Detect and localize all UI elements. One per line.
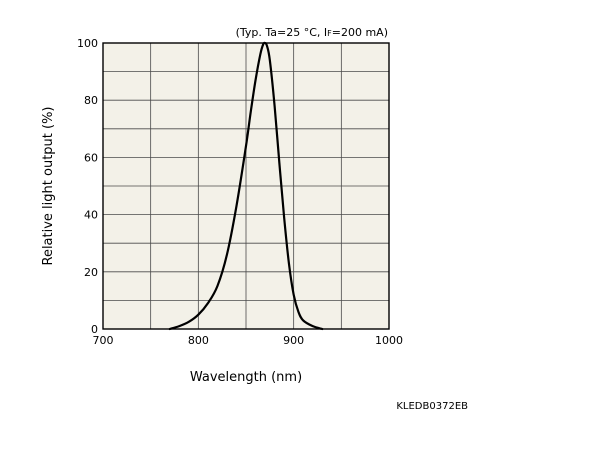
x-tick-label: 900 xyxy=(283,334,304,347)
figure-code: KLEDB0372EB xyxy=(396,401,468,412)
y-tick-label: 40 xyxy=(84,209,98,222)
y-axis-title: Relative light output (%) xyxy=(41,106,56,265)
plot-border xyxy=(102,42,390,330)
x-axis-title: Wavelength (nm) xyxy=(190,370,302,385)
x-tick-label: 1000 xyxy=(375,334,403,347)
y-tick-label: 0 xyxy=(91,323,98,336)
x-tick-label: 700 xyxy=(93,334,114,347)
x-tick-labels: 700 800 900 1000 xyxy=(93,334,404,347)
spectrum-curve xyxy=(168,41,324,331)
y-tick-label: 60 xyxy=(84,151,98,164)
y-tick-label: 80 xyxy=(84,94,98,107)
grid-lines xyxy=(103,43,389,329)
condition-note: (Typ. Ta=25 °C, IF=200 mA) xyxy=(236,26,388,39)
x-tick-label: 800 xyxy=(188,334,209,347)
y-tick-label: 100 xyxy=(77,37,98,50)
y-tick-labels: 0 20 40 60 80 100 xyxy=(77,37,98,336)
y-tick-label: 20 xyxy=(84,266,98,279)
